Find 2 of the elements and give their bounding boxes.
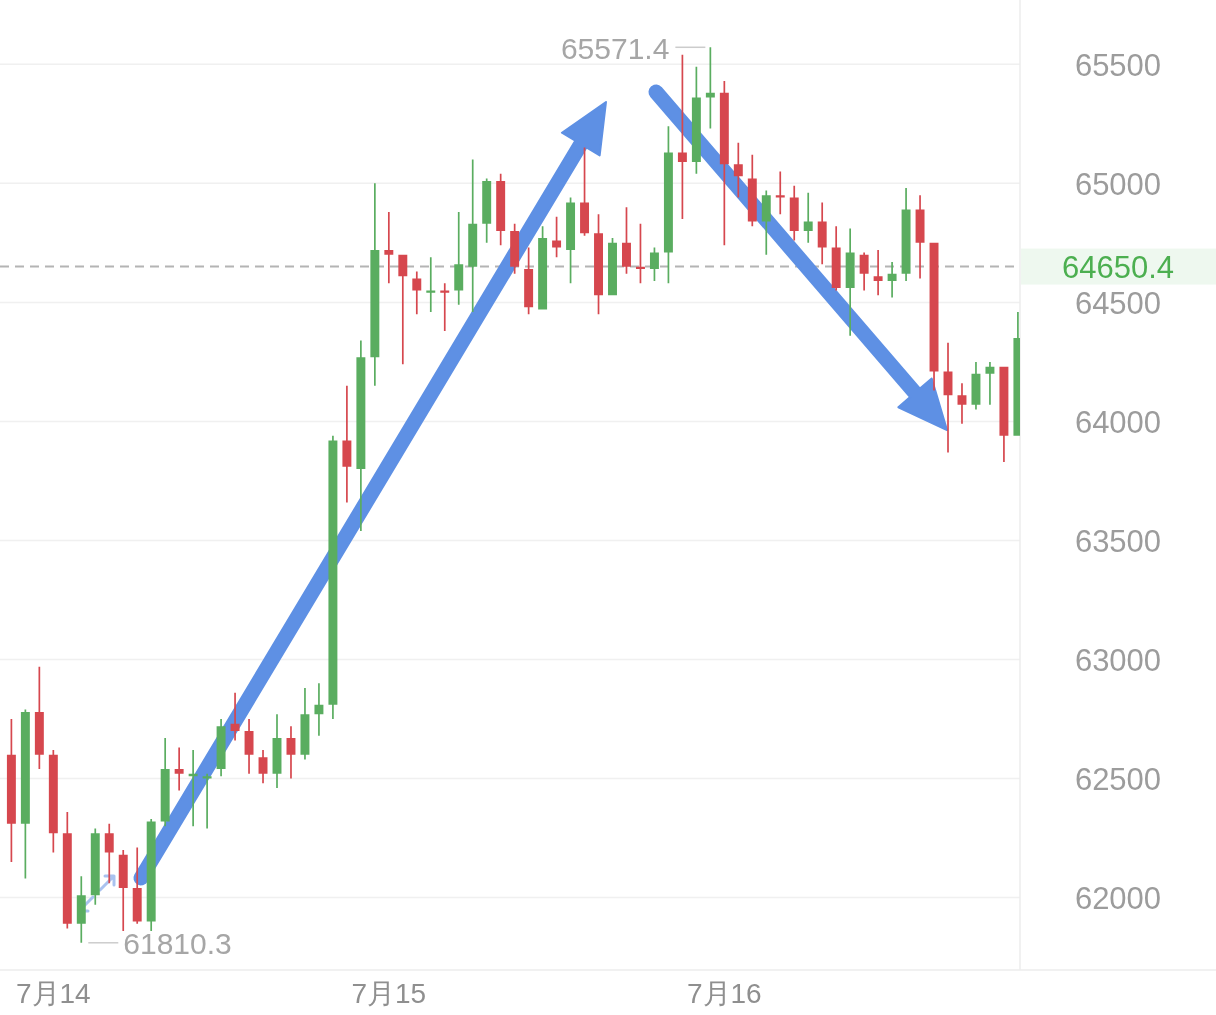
annotation: 61810.3 <box>123 927 232 961</box>
annotation: 65571.4 <box>560 31 670 65</box>
